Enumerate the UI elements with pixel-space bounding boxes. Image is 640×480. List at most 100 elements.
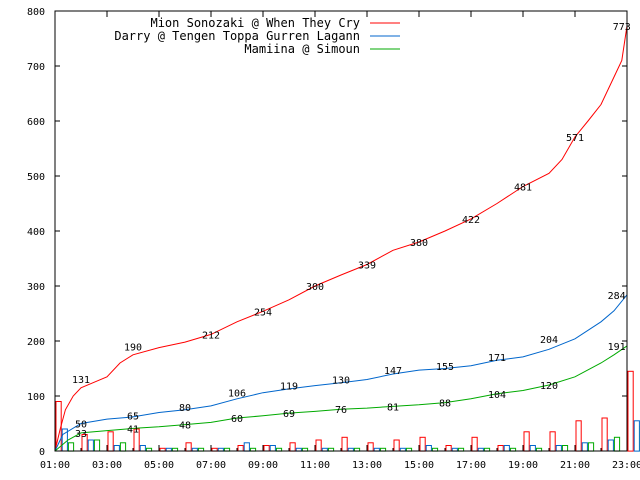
y-tick-label: 400	[27, 227, 45, 238]
hourly-bar	[549, 431, 556, 452]
hourly-bar	[633, 420, 640, 452]
x-tick-label: 11:00	[300, 460, 330, 471]
hourly-bar	[139, 445, 146, 452]
series-line-2	[54, 345, 628, 452]
point-label: 284	[608, 291, 626, 302]
hourly-bar	[523, 431, 530, 452]
point-label: 41	[127, 424, 139, 435]
hourly-bar	[393, 439, 400, 452]
hourly-bar	[555, 445, 562, 452]
hourly-bar	[113, 445, 120, 452]
point-label: 254	[254, 307, 272, 318]
point-label: 88	[439, 399, 451, 410]
x-tick-label: 09:00	[248, 460, 278, 471]
hourly-bar	[93, 439, 101, 452]
x-tick-label: 19:00	[508, 460, 538, 471]
point-label: 571	[566, 133, 584, 144]
point-label: 50	[75, 420, 87, 431]
y-tick-label: 700	[27, 62, 45, 73]
hourly-bar	[341, 436, 348, 452]
y-tick-label: 100	[27, 392, 45, 403]
hourly-bar	[471, 436, 478, 452]
hourly-bar	[529, 445, 536, 452]
hourly-bar	[87, 439, 94, 452]
y-tick-label: 800	[27, 7, 45, 18]
point-label: 120	[540, 381, 558, 392]
hourly-bar	[497, 445, 504, 452]
axes: 0 100 200 300 400 500 600 700 800 01:00 03:00 05:00…	[27, 7, 640, 471]
hourly-bar	[561, 445, 569, 452]
legend-label: Mamiina @ Simoun	[244, 42, 360, 56]
point-label: 422	[462, 215, 480, 226]
legend-label: Mion Sonozaki @ When They Cry	[150, 16, 360, 30]
point-label: 171	[488, 353, 506, 364]
hourly-bar	[67, 442, 75, 452]
x-tick-label: 15:00	[404, 460, 434, 471]
x-tick-label: 05:00	[144, 460, 174, 471]
hourly-bar	[119, 442, 127, 452]
point-label: 191	[608, 342, 626, 353]
hourly-bar	[269, 445, 276, 452]
x-tick-label: 07:00	[196, 460, 226, 471]
x-tick-label: 01:00	[40, 460, 70, 471]
y-tick-label: 0	[39, 447, 45, 458]
point-label: 104	[488, 390, 506, 401]
hourly-bar	[185, 442, 192, 452]
point-label: 119	[280, 382, 298, 393]
point-label: 481	[514, 183, 532, 194]
x-tick-label: 23:00	[612, 460, 640, 471]
point-label: 33	[75, 429, 87, 440]
point-label: 773	[613, 22, 631, 33]
hourly-bar	[445, 445, 452, 452]
x-tick-label: 21:00	[560, 460, 590, 471]
point-label: 76	[335, 405, 347, 416]
point-label: 155	[436, 362, 454, 373]
hourly-bar	[607, 439, 614, 452]
point-label: 48	[179, 421, 191, 432]
hourly-bar	[575, 420, 582, 452]
cumulative-lines	[54, 25, 628, 452]
hourly-bar	[425, 445, 432, 452]
y-tick-label: 200	[27, 337, 45, 348]
hourly-bar	[243, 442, 250, 452]
hourly-bar	[419, 436, 426, 452]
x-tick-label: 03:00	[92, 460, 122, 471]
hourly-bar	[107, 431, 114, 452]
hourly-bar	[601, 417, 608, 452]
point-label: 80	[179, 403, 191, 414]
series-line-1	[54, 294, 628, 452]
data-labels: 131 190 212 254 300 339 380 422 481 571 773 50 65 80 1…	[72, 22, 631, 440]
hourly-bar	[315, 439, 322, 452]
hourly-bar	[367, 442, 374, 452]
x-tick-label: 17:00	[456, 460, 486, 471]
x-tick-label: 13:00	[352, 460, 382, 471]
point-label: 190	[124, 343, 142, 354]
series-line-0	[54, 25, 628, 452]
point-label: 106	[228, 389, 246, 400]
point-label: 60	[231, 414, 243, 425]
y-tick-label: 600	[27, 117, 45, 128]
point-label: 131	[72, 375, 90, 386]
y-tick-label: 500	[27, 172, 45, 183]
point-label: 380	[410, 238, 428, 249]
hourly-bar	[581, 442, 588, 452]
point-label: 130	[332, 376, 350, 387]
point-label: 300	[306, 282, 324, 293]
hourly-bar	[587, 442, 595, 452]
hourly-bar	[237, 445, 244, 452]
hourly-bar	[613, 436, 621, 452]
hourly-bar	[627, 370, 634, 452]
point-label: 147	[384, 366, 402, 377]
point-label: 204	[540, 335, 558, 346]
point-label: 69	[283, 409, 295, 420]
point-label: 212	[202, 330, 220, 341]
hourly-bar	[289, 442, 296, 452]
point-label: 65	[127, 411, 139, 422]
hourly-bar	[263, 445, 270, 452]
point-label: 81	[387, 402, 399, 413]
y-tick-label: 300	[27, 282, 45, 293]
hourly-bar	[503, 445, 510, 452]
point-label: 339	[358, 261, 376, 272]
